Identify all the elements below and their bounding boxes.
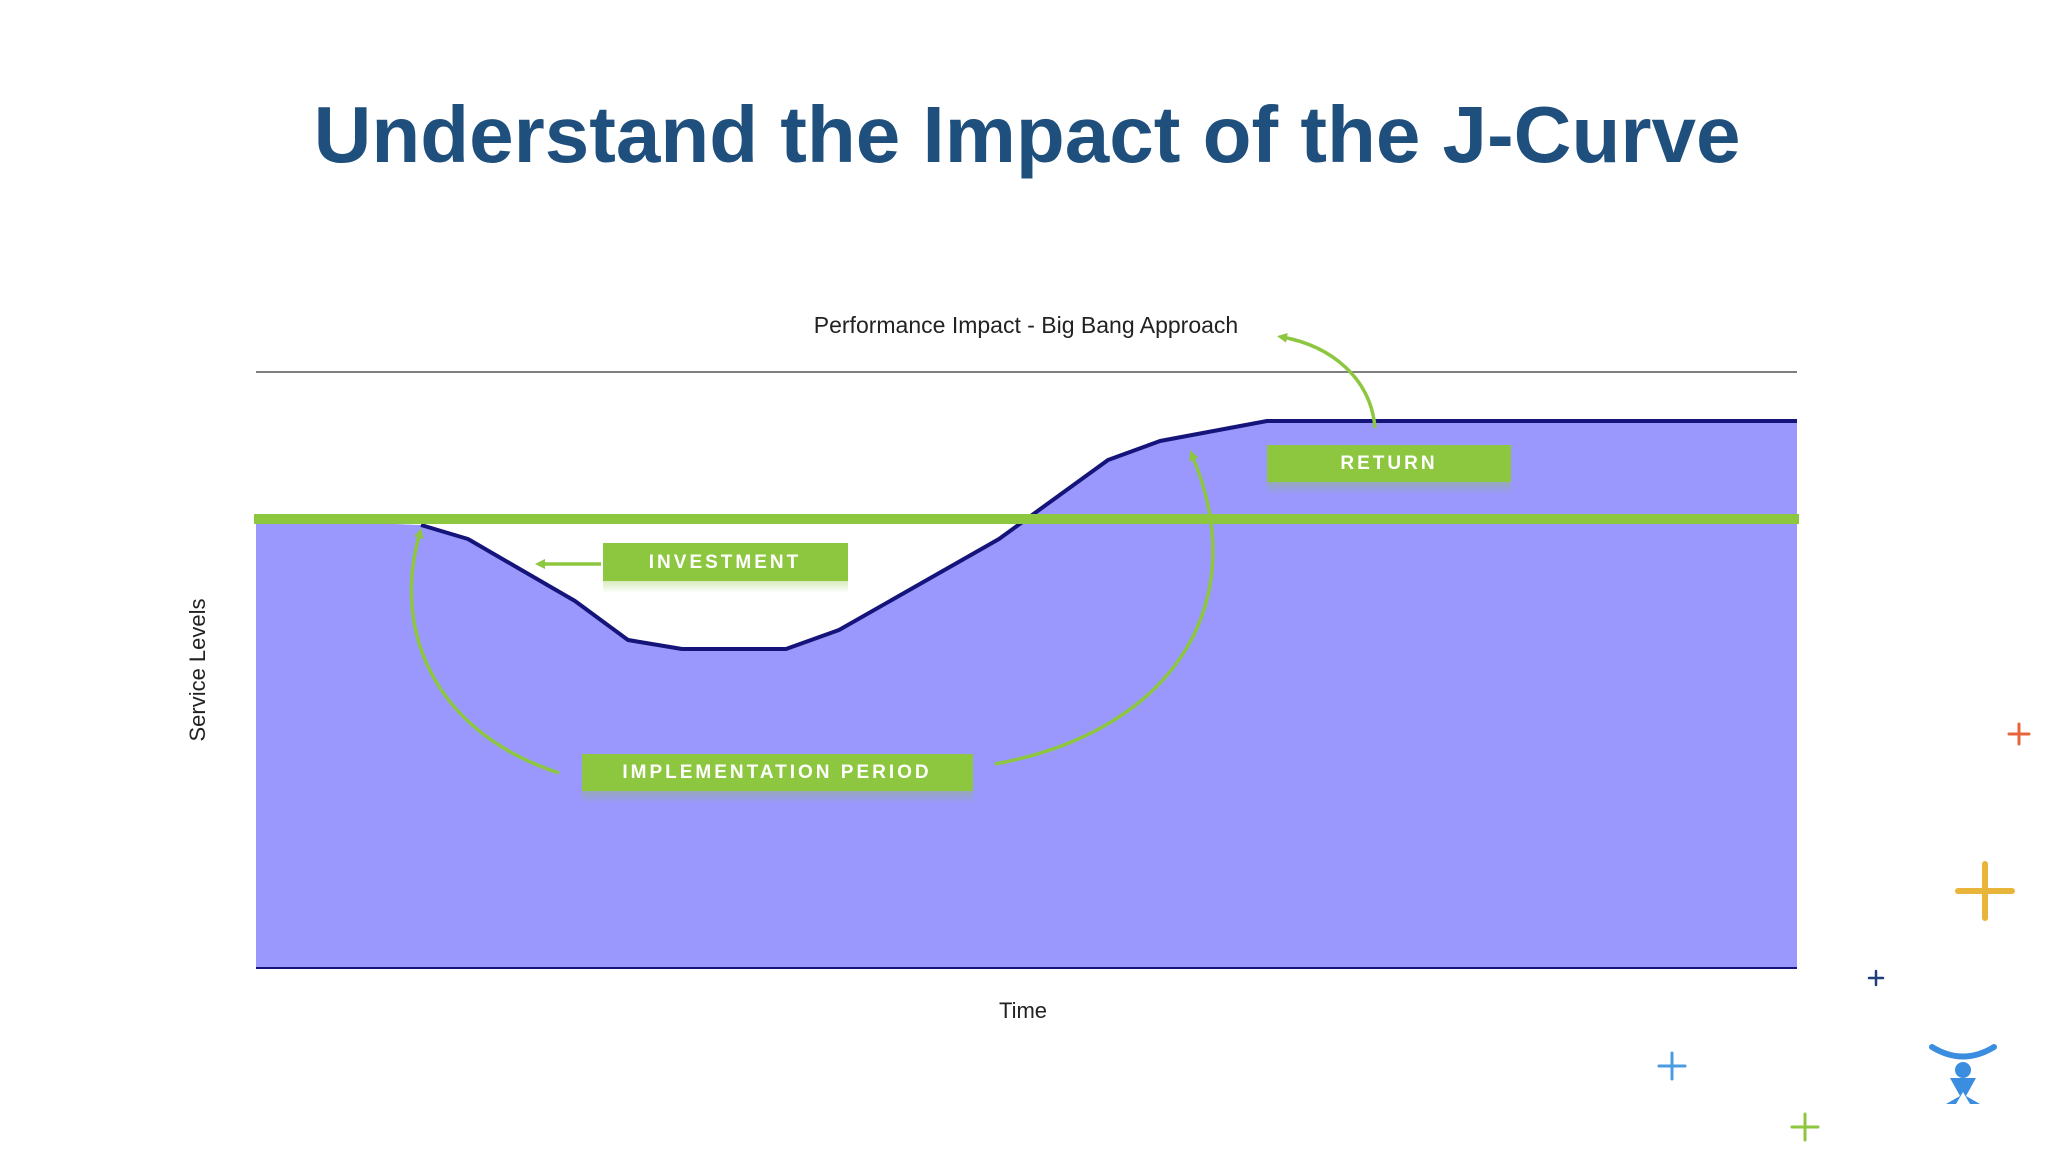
decorations bbox=[1657, 722, 2031, 1142]
implementation-arrow-left bbox=[409, 528, 560, 775]
curve bbox=[420, 419, 1797, 651]
tag-shadow bbox=[603, 581, 848, 593]
plus bbox=[1955, 861, 2015, 921]
chart-subtitle: Performance Impact - Big Bang Approach bbox=[814, 312, 1238, 338]
tag-shadow bbox=[1267, 482, 1511, 494]
return-arrow bbox=[1277, 332, 1377, 429]
plus bbox=[1657, 1051, 1687, 1081]
investment-tag bbox=[603, 543, 848, 581]
plus bbox=[1790, 1112, 1820, 1142]
implementation-tag bbox=[582, 754, 973, 791]
plus bbox=[2007, 722, 2031, 746]
implementation-arrow-right bbox=[994, 450, 1215, 766]
logo bbox=[1929, 1044, 1997, 1104]
implementation-label: IMPLEMENTATION PERIOD bbox=[622, 762, 931, 783]
return-tag bbox=[1267, 445, 1511, 482]
tag-shadow bbox=[582, 791, 973, 803]
x-axis-label: Time bbox=[999, 998, 1047, 1023]
plus bbox=[1867, 969, 1885, 987]
slide-title: Understand the Impact of the J-Curve bbox=[314, 90, 1741, 179]
area bbox=[256, 421, 1797, 968]
investment-label: INVESTMENT bbox=[649, 552, 801, 573]
y-axis-label: Service Levels bbox=[185, 598, 210, 741]
return-label: RETURN bbox=[1340, 453, 1437, 474]
